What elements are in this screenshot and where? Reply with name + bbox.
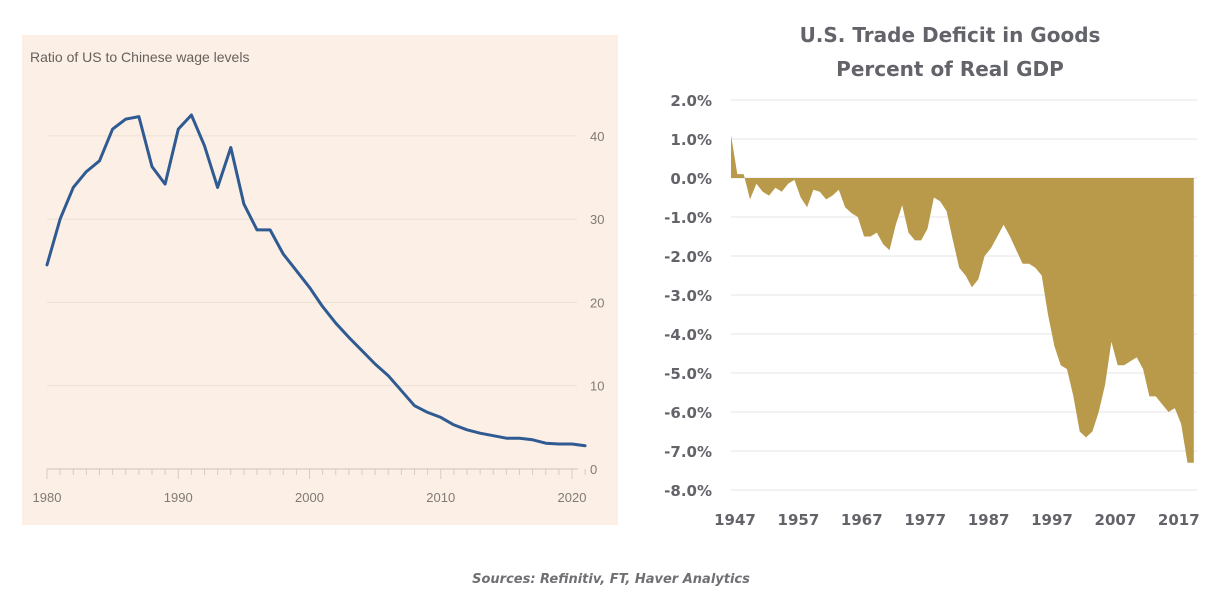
y-tick-label: -1.0% xyxy=(664,209,712,227)
y-tick-label: 2.0% xyxy=(670,92,712,110)
x-tick-label: 2017 xyxy=(1158,511,1200,529)
x-tick-label: 2007 xyxy=(1095,511,1137,529)
y-tick-label: -3.0% xyxy=(664,287,712,305)
x-tick-label: 1990 xyxy=(164,490,193,505)
y-tick-label: 40 xyxy=(590,129,604,144)
x-tick-label: 1967 xyxy=(841,511,883,529)
wage-ratio-line xyxy=(45,113,587,448)
wage-ratio-chart-panel: Ratio of US to Chinese wage levels 0 10 20… xyxy=(22,35,618,525)
wage-ratio-chart-title: Ratio of US to Chinese wage levels xyxy=(30,49,249,65)
x-tick-label: 2020 xyxy=(558,490,587,505)
trade-deficit-chart-title: U.S. Trade Deficit in Goods xyxy=(800,23,1101,47)
wage-ratio-gridlines xyxy=(47,135,577,387)
y-tick-label: -5.0% xyxy=(664,365,712,383)
y-tick-label: -7.0% xyxy=(664,443,712,461)
wage-ratio-chart: Ratio of US to Chinese wage levels 0 10 20… xyxy=(30,49,604,505)
y-tick-label: 30 xyxy=(590,212,604,227)
x-tick-label: 1957 xyxy=(778,511,820,529)
x-tick-label: 1947 xyxy=(714,511,756,529)
y-tick-label: -6.0% xyxy=(664,404,712,422)
x-tick-label: 1997 xyxy=(1031,511,1073,529)
y-tick-label: 20 xyxy=(590,295,604,310)
x-tick-label: 2000 xyxy=(295,490,324,505)
sources-caption: Sources: Refinitiv, FT, Haver Analytics xyxy=(472,572,750,587)
trade-deficit-y-tick-labels: 2.0% 1.0% 0.0% -1.0% -2.0% -3.0% -4.0% -5.0% -6.… xyxy=(664,92,712,500)
x-tick-label: 1980 xyxy=(33,490,62,505)
trade-deficit-area-fill xyxy=(731,135,1194,463)
y-tick-label: -4.0% xyxy=(664,326,712,344)
x-tick-label: 1977 xyxy=(904,511,946,529)
trade-deficit-area xyxy=(730,135,1194,463)
trade-deficit-chart-subtitle: Percent of Real GDP xyxy=(836,57,1064,81)
x-tick-label: 2010 xyxy=(426,490,455,505)
wage-ratio-x-axis xyxy=(46,468,586,479)
y-tick-label: 10 xyxy=(590,379,604,394)
x-tick-label: 1987 xyxy=(968,511,1010,529)
wage-ratio-y-ticks: 0 10 20 30 40 xyxy=(590,129,604,477)
y-tick-label: 0 xyxy=(590,462,597,477)
wage-ratio-series xyxy=(45,113,587,448)
wage-ratio-x-tick-labels: 1980 1990 2000 2010 2020 xyxy=(33,490,587,505)
y-tick-label: -2.0% xyxy=(664,248,712,266)
trade-deficit-x-tick-labels: 1947 1957 1967 1977 1987 1997 2007 2017 xyxy=(714,511,1200,529)
y-tick-label: 0.0% xyxy=(670,170,712,188)
y-tick-label: 1.0% xyxy=(670,131,712,149)
y-tick-label: -8.0% xyxy=(664,482,712,500)
trade-deficit-chart: U.S. Trade Deficit in Goods Percent of R… xyxy=(664,23,1200,529)
